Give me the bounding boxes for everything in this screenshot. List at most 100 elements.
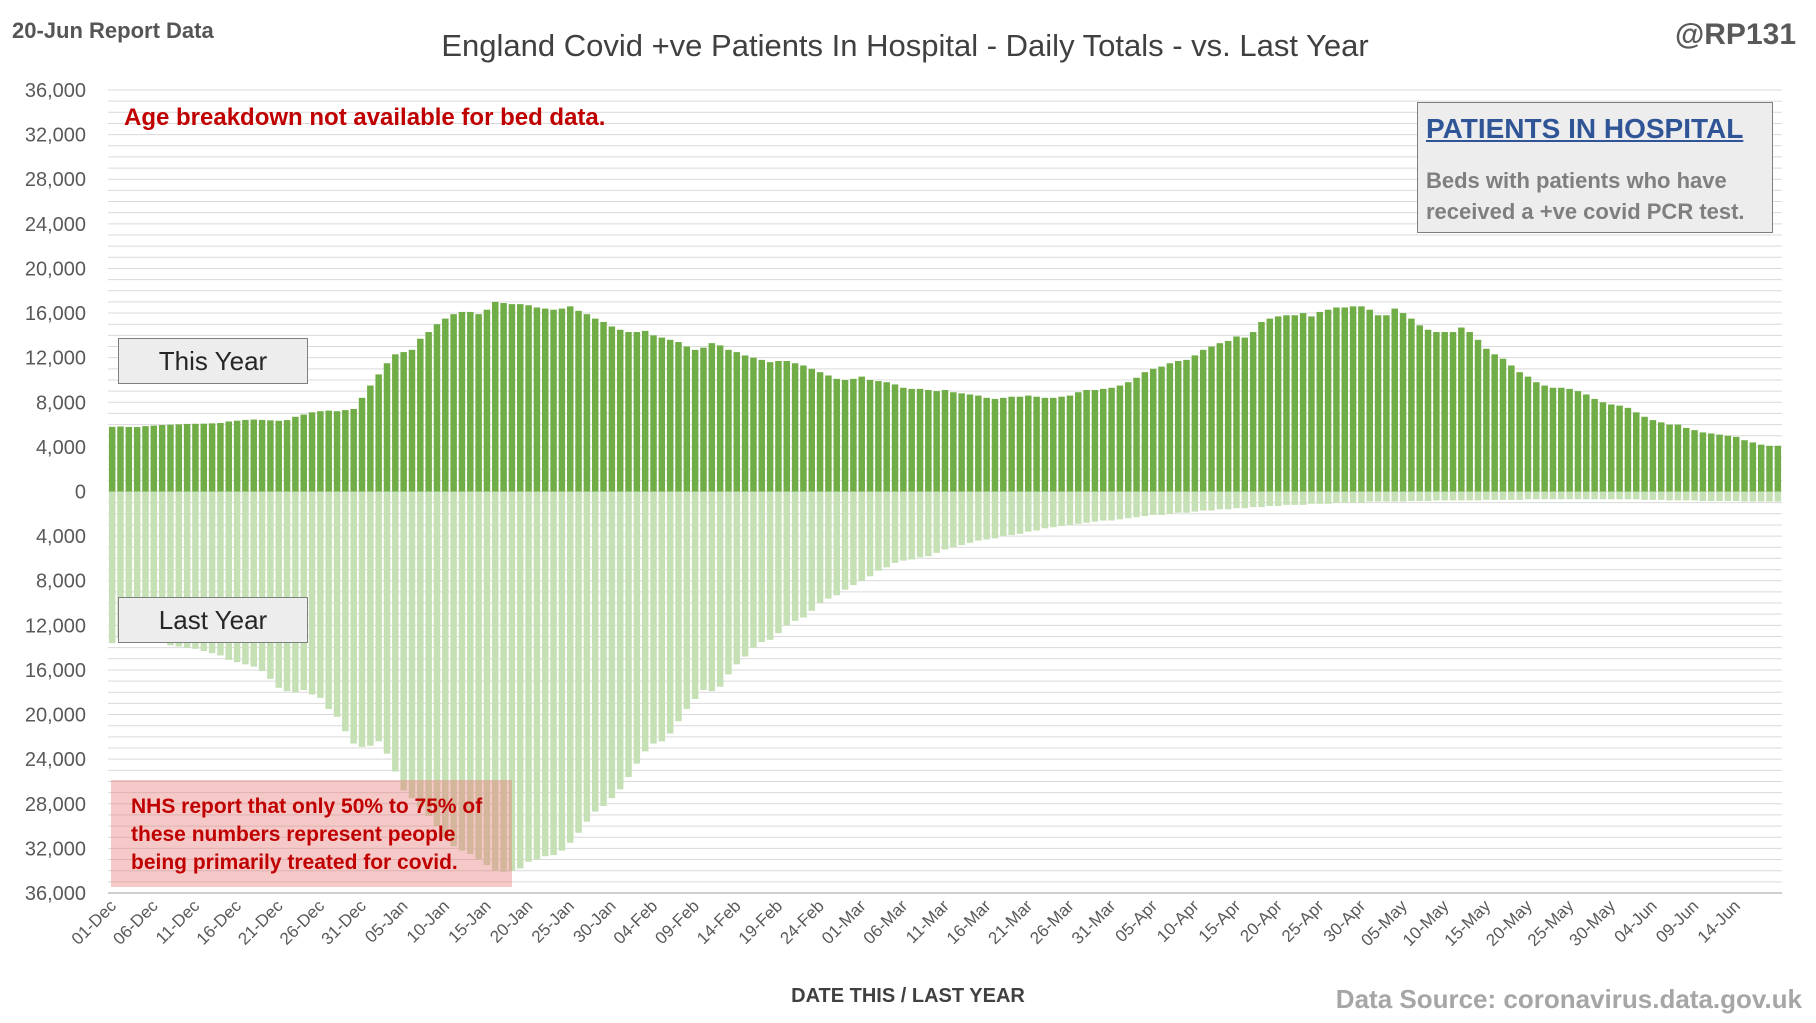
bar-this-year — [1050, 397, 1057, 492]
bar-last-year — [150, 491, 158, 640]
bar-last-year — [525, 491, 532, 862]
bar-this-year — [1324, 309, 1332, 492]
info-box-title: PATIENTS IN HOSPITAL — [1426, 113, 1744, 144]
bar-this-year — [1774, 445, 1782, 492]
bar-this-year — [700, 347, 707, 492]
bar-this-year — [283, 420, 291, 492]
bar-this-year — [925, 390, 932, 492]
bar-this-year — [1633, 412, 1640, 492]
bar-last-year — [1757, 491, 1765, 502]
bar-this-year — [1116, 385, 1124, 492]
bar-this-year — [800, 365, 807, 492]
bar-this-year — [775, 361, 782, 492]
bar-last-year — [658, 491, 666, 742]
x-tick-label: 21-Mar — [985, 896, 1037, 948]
bar-last-year — [517, 491, 524, 869]
bar-this-year — [1316, 311, 1324, 492]
bar-last-year — [1633, 491, 1640, 500]
bar-last-year — [700, 491, 707, 691]
bar-this-year — [1591, 398, 1598, 492]
bar-last-year — [558, 491, 566, 851]
bar-this-year — [1299, 313, 1307, 492]
bar-last-year — [1241, 491, 1249, 509]
bar-this-year — [425, 332, 432, 492]
bar-this-year — [741, 355, 749, 492]
bar-this-year — [1083, 390, 1090, 492]
y-tick-label: 28,000 — [25, 794, 86, 816]
bar-this-year — [1216, 343, 1224, 492]
bar-last-year — [1774, 491, 1782, 502]
bar-this-year — [467, 311, 474, 492]
y-tick-label: 32,000 — [25, 838, 86, 860]
x-axis-title: DATE THIS / LAST YEAR — [791, 985, 1025, 1007]
bar-last-year — [1108, 491, 1115, 521]
bar-last-year — [133, 491, 141, 638]
bar-this-year — [983, 397, 990, 492]
y-tick-label: 28,000 — [25, 169, 86, 191]
bar-this-year — [1749, 442, 1757, 492]
bar-this-year — [450, 314, 457, 492]
bar-this-year — [492, 301, 499, 492]
bar-this-year — [683, 346, 691, 492]
bar-last-year — [450, 491, 457, 847]
bar-this-year — [958, 393, 965, 492]
y-tick-label: 16,000 — [25, 660, 86, 682]
bar-this-year — [1682, 427, 1690, 492]
bar-last-year — [1258, 491, 1265, 508]
bar-this-year — [383, 363, 391, 492]
bar-this-year — [317, 411, 324, 492]
bar-this-year — [691, 349, 699, 492]
x-tick-label: 26-Mar — [1026, 896, 1078, 948]
bar-last-year — [1158, 491, 1165, 515]
bar-last-year — [1449, 491, 1457, 501]
x-tick-label: 10-Jan — [403, 896, 453, 946]
bar-this-year — [525, 305, 532, 492]
bar-last-year — [1691, 491, 1698, 501]
bar-last-year — [358, 491, 366, 747]
bar-last-year — [1041, 491, 1049, 529]
bar-last-year — [875, 491, 882, 571]
x-tick-label: 16-Dec — [193, 896, 246, 949]
bar-this-year — [1133, 377, 1140, 492]
bar-this-year — [1691, 430, 1698, 492]
bar-this-year — [1366, 309, 1373, 492]
bar-this-year — [292, 416, 299, 492]
bar-this-year — [1699, 432, 1707, 492]
x-tick-label: 06-Dec — [109, 896, 162, 949]
bar-last-year — [1141, 491, 1149, 517]
bar-this-year — [358, 397, 366, 492]
bar-this-year — [1208, 346, 1215, 492]
this-year-label: This Year — [118, 338, 308, 384]
bar-this-year — [1008, 396, 1015, 492]
x-tick-label: 20-Apr — [1236, 896, 1286, 946]
bar-this-year — [417, 338, 424, 492]
bar-last-year — [1716, 491, 1723, 501]
bar-this-year — [267, 420, 274, 492]
bar-last-year — [258, 491, 266, 672]
bar-last-year — [242, 491, 249, 665]
bar-last-year — [1541, 491, 1548, 500]
bar-this-year — [1649, 420, 1657, 492]
bar-last-year — [1741, 491, 1748, 502]
bar-last-year — [633, 491, 641, 764]
bar-this-year — [1716, 434, 1723, 492]
bar-this-year — [208, 423, 216, 492]
bar-this-year — [916, 388, 924, 492]
bar-last-year — [117, 491, 124, 639]
bar-last-year — [550, 491, 557, 856]
bar-last-year — [475, 491, 482, 860]
bar-this-year — [633, 332, 641, 492]
x-tick-label: 31-Dec — [318, 896, 371, 949]
bar-last-year — [500, 491, 507, 872]
bar-this-year — [133, 427, 141, 492]
bar-this-year — [1624, 407, 1632, 492]
bar-last-year — [1199, 491, 1207, 511]
bar-last-year — [1133, 491, 1140, 518]
x-tick-label: 09-Feb — [651, 896, 703, 948]
bar-this-year — [950, 392, 957, 492]
bar-last-year — [900, 491, 907, 561]
bar-this-year — [875, 381, 882, 492]
bar-last-year — [1208, 491, 1215, 511]
bar-this-year — [1707, 433, 1715, 492]
bar-last-year — [1649, 491, 1657, 500]
